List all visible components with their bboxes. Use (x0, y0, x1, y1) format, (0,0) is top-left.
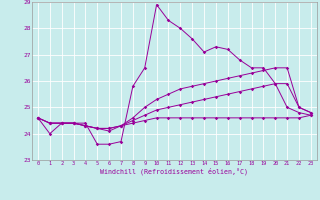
X-axis label: Windchill (Refroidissement éolien,°C): Windchill (Refroidissement éolien,°C) (100, 168, 248, 175)
